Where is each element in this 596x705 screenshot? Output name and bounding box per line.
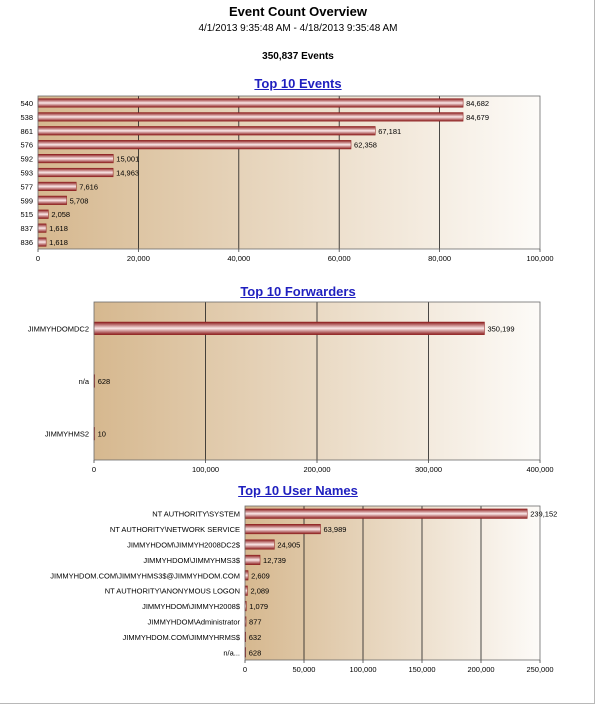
user-value-label: 2,609 — [251, 571, 270, 580]
user-value-label: 24,905 — [277, 541, 300, 550]
event-value-label: 2,058 — [51, 210, 70, 219]
event-bar — [37, 126, 376, 136]
event-value-label: 7,616 — [79, 182, 98, 191]
user-x-tick-label: 200,000 — [467, 665, 494, 674]
user-value-label: 632 — [249, 633, 262, 642]
user-value-label: 877 — [249, 618, 262, 627]
user-category-label: NT AUTHORITY\SYSTEM — [152, 510, 240, 519]
forwarder-category-label: JIMMYHMS2 — [45, 430, 89, 439]
event-category-label: 576 — [20, 141, 33, 150]
user-category-label: JIMMYHDOM.COM\JIMMYHRMS$ — [123, 633, 241, 642]
event-category-label: 515 — [20, 210, 33, 219]
event-bar — [37, 154, 114, 164]
forwarder-value-label: 350,199 — [487, 324, 514, 333]
user-bar — [244, 524, 321, 535]
forwarder-category-label: JIMMYHDOMDC2 — [28, 324, 89, 333]
user-category-label: n/a... — [223, 648, 240, 657]
report-total-events: 350,837 Events — [262, 51, 334, 62]
event-x-tick-label: 80,000 — [428, 254, 451, 263]
user-x-tick-label: 100,000 — [349, 665, 376, 674]
event-bar — [37, 112, 464, 122]
event-value-label: 84,682 — [466, 99, 489, 108]
event-bar — [37, 209, 49, 219]
event-value-label: 84,679 — [466, 113, 489, 122]
report-date-range: 4/1/2013 9:35:48 AM - 4/18/2013 9:35:48 … — [198, 23, 398, 34]
event-bar — [37, 237, 47, 247]
user-value-label: 239,152 — [530, 510, 557, 519]
user-bar — [244, 508, 528, 519]
user-value-label: 2,089 — [250, 587, 269, 596]
forwarder-category-label: n/a — [79, 377, 90, 386]
forwarder-x-tick-label: 200,000 — [303, 465, 330, 474]
event-value-label: 62,358 — [354, 141, 377, 150]
event-x-tick-label: 60,000 — [328, 254, 351, 263]
user-value-label: 63,989 — [324, 525, 347, 534]
event-category-label: 592 — [20, 155, 33, 164]
event-bar — [37, 181, 77, 191]
event-bar — [37, 98, 464, 108]
user-value-label: 12,739 — [263, 556, 286, 565]
user-category-label: NT AUTHORITY\NETWORK SERVICE — [110, 525, 240, 534]
forwarder-value-label: 628 — [98, 377, 111, 386]
top-forwarders-chart: JIMMYHDOMDC2 350,199 n/a 628 JIMMYHMS2 10 0 100… — [28, 301, 554, 474]
forwarder-x-tick-label: 400,000 — [526, 465, 553, 474]
event-value-label: 5,708 — [70, 196, 89, 205]
event-plot-area — [38, 96, 540, 249]
event-category-label: 861 — [20, 127, 33, 136]
user-bar — [244, 570, 249, 581]
event-bar — [37, 167, 114, 178]
forwarder-x-tick-label: 0 — [92, 465, 96, 474]
top-user-names-chart-title[interactable]: Top 10 User Names — [238, 483, 358, 498]
event-category-label: 599 — [20, 196, 33, 205]
event-value-label: 67,181 — [378, 127, 401, 136]
event-value-label: 15,001 — [116, 155, 139, 164]
user-category-label: JIMMYHDOM\JIMMYH2008$ — [142, 602, 241, 611]
forwarder-bar — [93, 321, 485, 335]
user-category-label: JIMMYHDOM.COM\JIMMYHMS3$@JIMMYHDOM.COM — [50, 571, 240, 580]
forwarder-x-tick-label: 100,000 — [192, 465, 219, 474]
forwarder-value-label: 10 — [98, 430, 106, 439]
user-bar — [244, 539, 275, 550]
user-x-tick-label: 150,000 — [408, 665, 435, 674]
top-user-names-chart: NT AUTHORITY\SYSTEM 239,152 NT AUTHORITY\N… — [50, 505, 557, 674]
event-x-tick-label: 100,000 — [526, 254, 553, 263]
event-value-label: 1,618 — [49, 238, 68, 247]
user-x-tick-label: 250,000 — [526, 665, 553, 674]
top-events-chart: 540 84,682 538 84,679 861 67,181 576 62,358 592 1… — [20, 95, 554, 263]
event-value-label: 14,963 — [116, 169, 139, 178]
user-value-label: 628 — [249, 648, 262, 657]
event-category-label: 593 — [20, 169, 33, 178]
event-x-tick-label: 40,000 — [227, 254, 250, 263]
top-events-chart-title[interactable]: Top 10 Events — [254, 76, 342, 91]
event-plot-border — [37, 95, 541, 250]
user-category-label: JIMMYHDOM\JIMMYHMS3$ — [143, 556, 240, 565]
user-category-label: NT AUTHORITY\ANONYMOUS LOGON — [105, 587, 240, 596]
user-value-label: 1,079 — [249, 602, 268, 611]
event-bar — [37, 195, 67, 205]
event-category-label: 836 — [20, 238, 33, 247]
event-category-label: 538 — [20, 113, 33, 122]
user-x-tick-label: 0 — [243, 665, 247, 674]
event-bar — [37, 140, 352, 150]
top-forwarders-chart-title[interactable]: Top 10 Forwarders — [240, 284, 356, 299]
report-title: Event Count Overview — [229, 4, 367, 19]
forwarder-x-tick-label: 300,000 — [415, 465, 442, 474]
event-category-label: 540 — [20, 99, 33, 108]
event-category-label: 837 — [20, 224, 33, 233]
event-bar — [37, 223, 47, 233]
event-value-label: 1,618 — [49, 224, 68, 233]
event-category-label: 577 — [20, 182, 33, 191]
user-bar — [244, 554, 261, 565]
event-x-tick-label: 20,000 — [127, 254, 150, 263]
user-plot-border — [244, 505, 541, 661]
user-category-label: JIMMYHDOM\JIMMYH2008DC2$ — [127, 541, 241, 550]
user-category-label: JIMMYHDOM\Administrator — [147, 618, 240, 627]
event-x-tick-label: 0 — [36, 254, 40, 263]
user-x-tick-label: 50,000 — [293, 665, 316, 674]
